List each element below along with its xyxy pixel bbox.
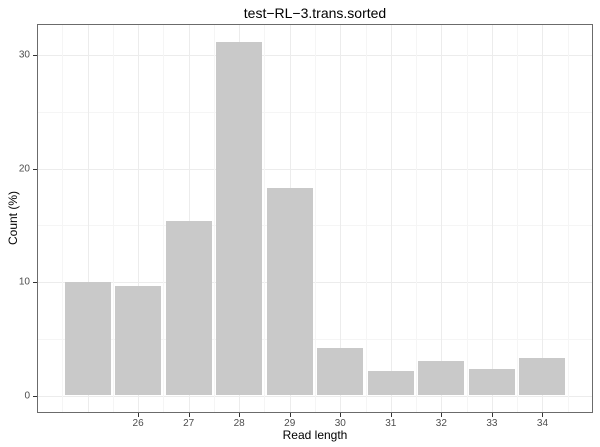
y-tick-label: 10: [18, 276, 30, 288]
bar-read-length-28: [216, 41, 263, 396]
gridline-vertical-minor: [416, 24, 418, 413]
bar-read-length-33: [468, 369, 515, 396]
x-tick-label: 32: [435, 418, 447, 429]
gridline-vertical-minor: [365, 24, 367, 413]
gridline-vertical-minor: [315, 24, 316, 413]
x-tick-label: 33: [486, 418, 498, 429]
gridline-vertical-minor: [264, 24, 266, 413]
gridline-vertical-major: [340, 24, 342, 413]
bar-read-length-30: [317, 347, 364, 396]
x-tick-mark: [239, 413, 241, 417]
x-tick-label: 29: [284, 418, 296, 429]
gridline-vertical-minor: [213, 24, 215, 413]
bar-read-length-26: [115, 285, 162, 396]
y-tick-label: 0: [24, 390, 30, 401]
x-tick-mark: [491, 413, 493, 417]
x-tick-mark: [340, 413, 342, 417]
gridline-vertical-minor: [163, 24, 165, 413]
gridline-vertical-major: [441, 24, 443, 413]
plot-panel: [37, 24, 593, 413]
x-tick-label: 30: [334, 418, 346, 429]
y-tick-label: 30: [18, 49, 30, 61]
bar-read-length-25: [64, 282, 111, 396]
gridline-vertical-minor: [517, 24, 519, 413]
x-tick-label: 28: [233, 418, 245, 429]
bar-read-length-32: [418, 361, 465, 396]
chart-title: test−RL−3.trans.sorted: [243, 5, 387, 21]
x-tick-label: 26: [132, 418, 144, 429]
bar-read-length-29: [266, 188, 313, 396]
y-tick-mark: [33, 55, 37, 57]
x-tick-mark: [138, 413, 140, 417]
x-tick-mark: [542, 413, 544, 417]
gridline-vertical-minor: [62, 24, 64, 413]
y-tick-mark: [33, 395, 37, 397]
bar-read-length-34: [519, 358, 566, 396]
gridline-vertical-minor: [112, 24, 114, 413]
x-tick-label: 31: [385, 418, 397, 429]
y-tick-label: 20: [18, 163, 30, 175]
gridline-vertical-minor: [466, 24, 468, 413]
gridline-vertical-major: [87, 24, 89, 413]
y-tick-mark: [33, 282, 37, 284]
x-tick-mark: [188, 413, 190, 417]
bar-read-length-31: [367, 370, 414, 396]
y-tick-mark: [33, 168, 37, 170]
x-tick-mark: [441, 413, 443, 417]
gridline-vertical-major: [491, 24, 493, 413]
x-tick-mark: [289, 413, 291, 417]
x-tick-label: 34: [536, 418, 549, 429]
x-axis-title: Read length: [282, 428, 348, 442]
gridline-vertical-major: [542, 24, 544, 413]
x-tick-label: 27: [183, 418, 195, 429]
bar-read-length-27: [165, 220, 212, 396]
gridline-vertical-major: [390, 24, 392, 413]
y-axis-title: Count (%): [6, 190, 20, 246]
gridline-vertical-major: [138, 24, 140, 413]
gridline-vertical-major: [188, 24, 190, 413]
x-tick-mark: [390, 413, 392, 417]
gridline-vertical-minor: [567, 24, 569, 413]
